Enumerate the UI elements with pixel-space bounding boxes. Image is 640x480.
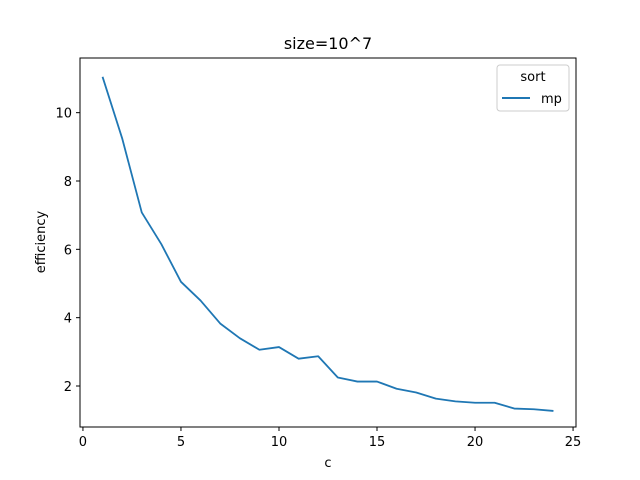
- y-tick-label: 6: [64, 243, 72, 258]
- legend: sort mp: [496, 64, 570, 112]
- x-axis-label: c: [324, 456, 331, 471]
- x-tick-label: 0: [79, 435, 87, 450]
- y-tick-label: 8: [64, 175, 72, 190]
- x-tick-label: 20: [467, 435, 484, 450]
- x-tick-label: 25: [565, 435, 582, 450]
- plot-area: [101, 76, 554, 412]
- series-line-mp: [101, 76, 554, 412]
- legend-title: sort: [520, 70, 545, 85]
- y-axis: 2 4 6 8 10: [55, 107, 80, 395]
- y-tick-label: 10: [55, 107, 72, 122]
- x-axis: 0 5 10 15 20 25: [79, 427, 582, 450]
- y-axis-label: efficiency: [34, 210, 49, 273]
- x-tick-label: 15: [369, 435, 386, 450]
- y-tick-label: 4: [64, 312, 72, 327]
- legend-label-mp: mp: [541, 92, 562, 107]
- legend-box: [496, 64, 570, 112]
- x-tick-label: 5: [177, 435, 185, 450]
- chart-title: size=10^7: [284, 34, 372, 53]
- y-tick-label: 2: [64, 380, 72, 395]
- plot-frame: [79, 57, 577, 428]
- x-tick-label: 10: [271, 435, 288, 450]
